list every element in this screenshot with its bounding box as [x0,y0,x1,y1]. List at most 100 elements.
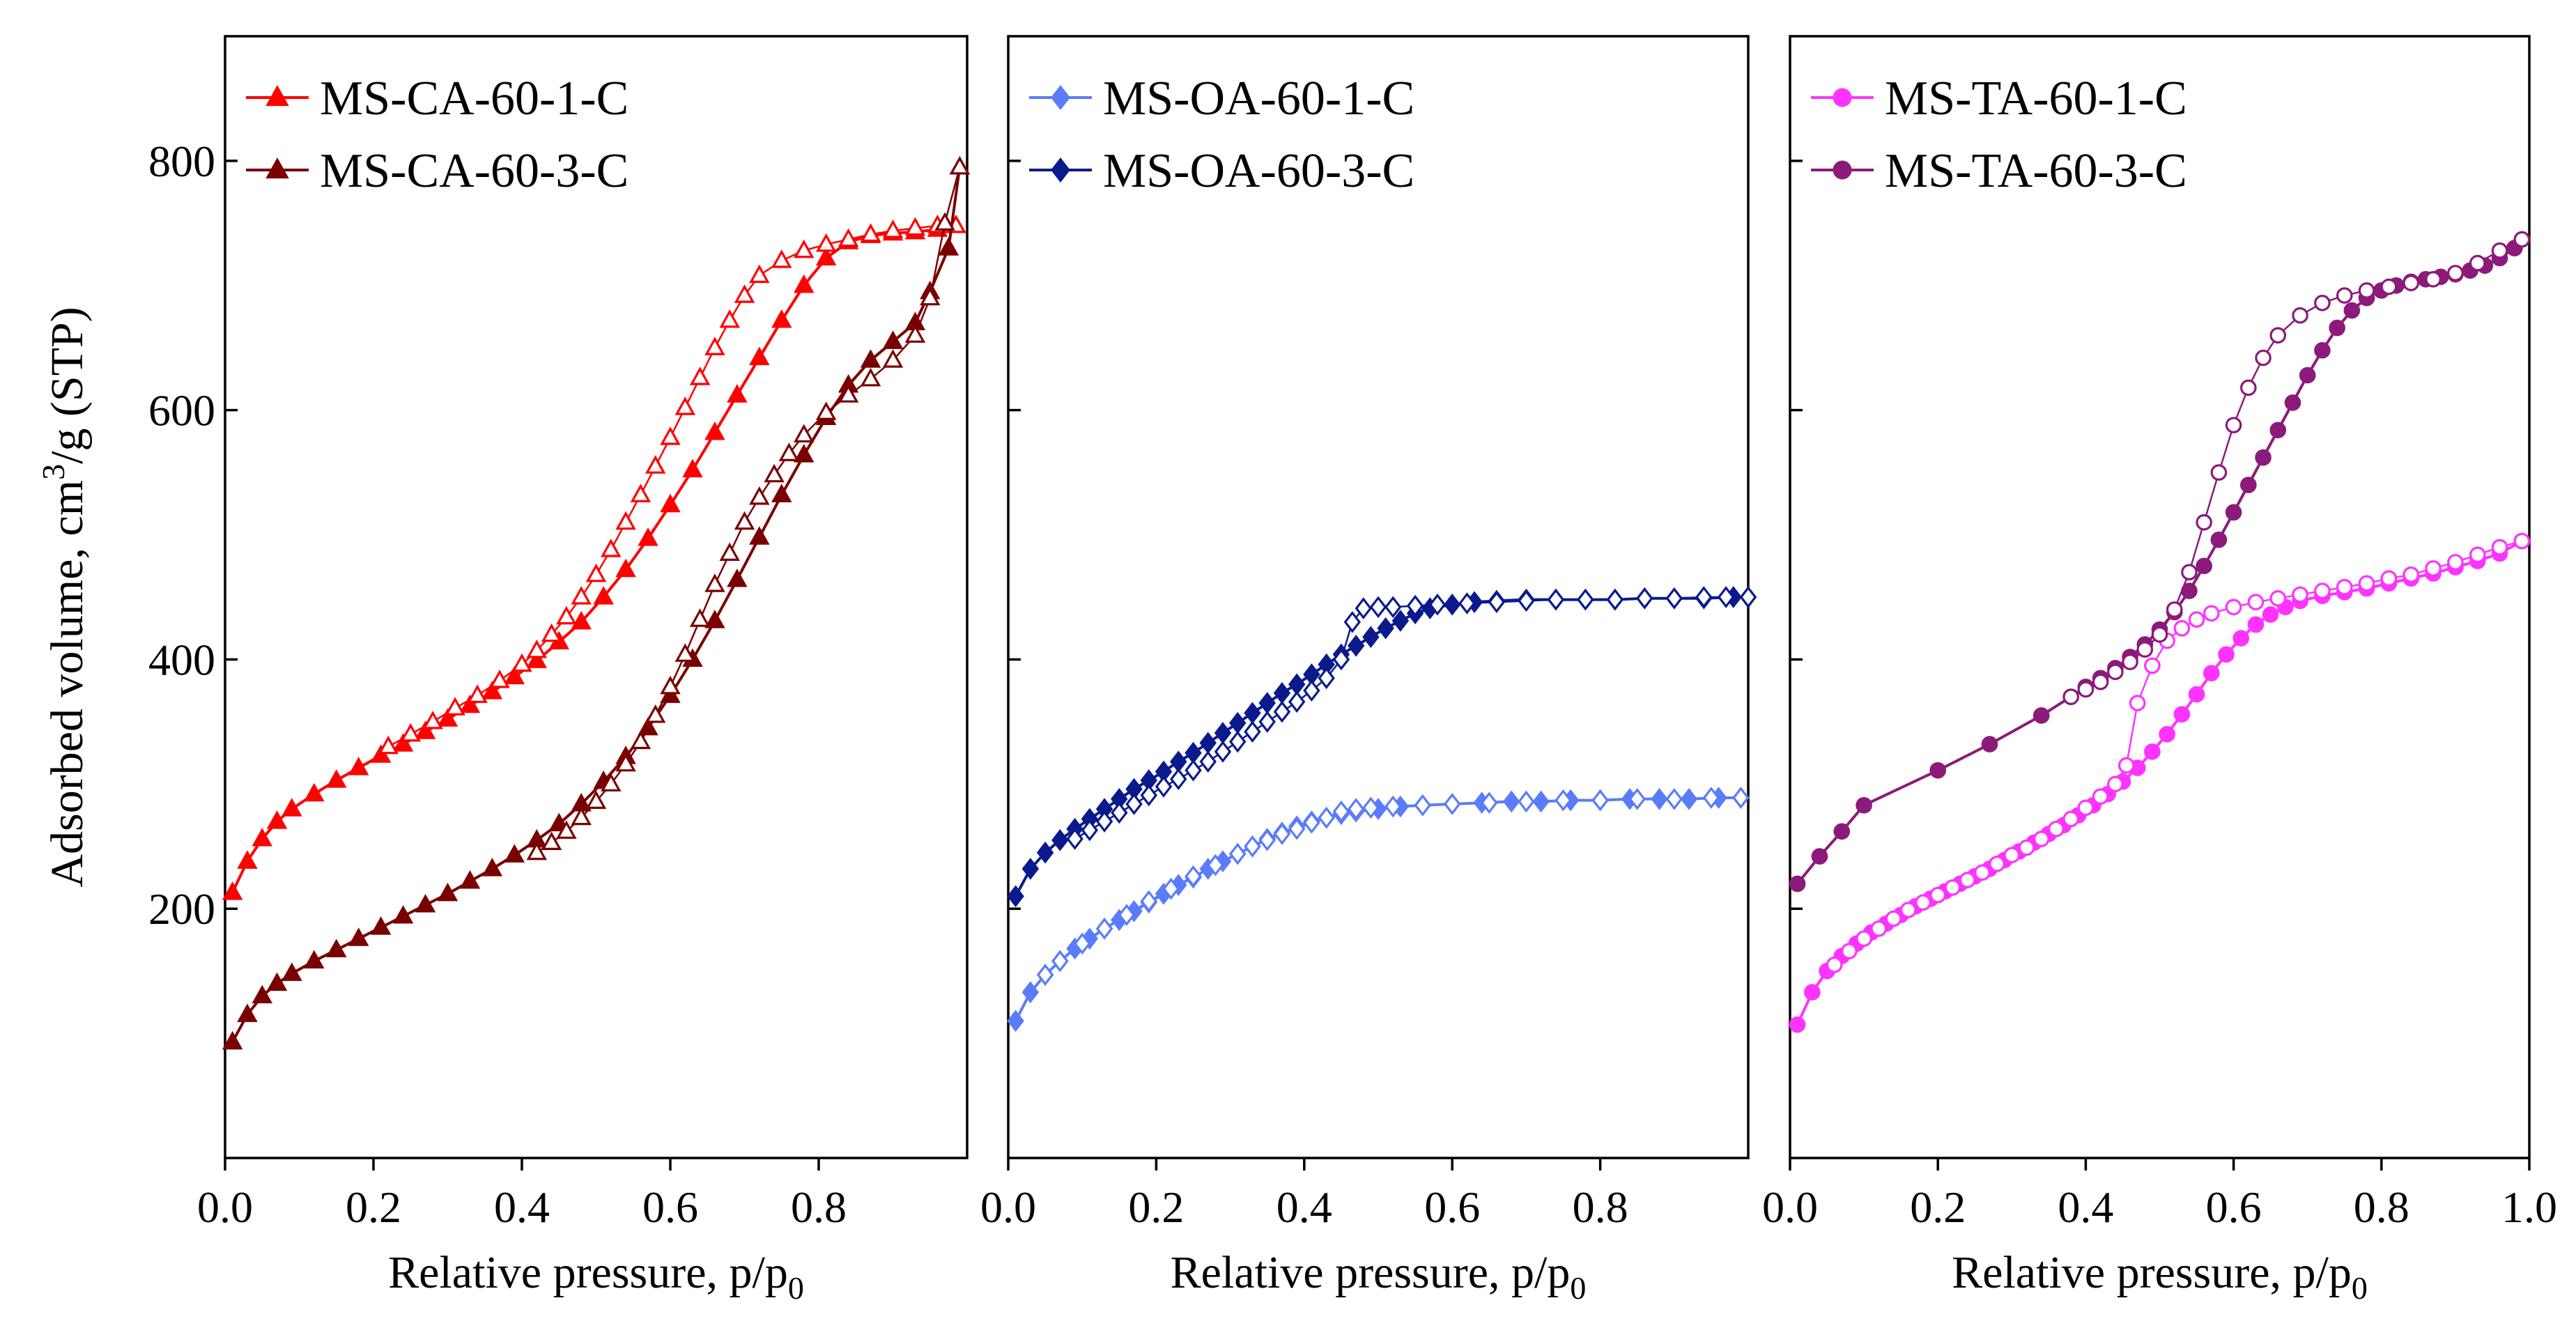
point-ms-ca-60-1-c-adsorption-9 [392,733,414,752]
legend-layer: MS-CA-60-1-C MS-CA-60-3-C MS-OA-60-1-C MS-O… [246,72,2187,198]
point-ms-ta-60-1-c-desorption-39 [1841,943,1858,959]
point-ms-ta-60-1-c-desorption-32 [1944,879,1961,896]
point-ms-ca-60-1-c-adsorption-8 [370,744,392,763]
point-ms-oa-60-3-c-adsorption-16 [1244,702,1261,725]
point-ms-ta-60-1-c-adsorption-26 [2173,706,2191,723]
point-ms-oa-60-1-c-desorption-1 [1702,787,1720,809]
x-tick-label-ta-5: 1.0 [2501,1182,2557,1232]
point-ms-oa-60-1-c-desorption-22 [1185,865,1202,888]
legend-item-ms-oa-60-3-c: MS-OA-60-3-C [1029,144,1414,198]
x-axis-title-oa: Relative pressure, p/p0 [1171,1247,1587,1306]
point-ms-ca-60-3-c-desorption-2 [920,286,941,306]
point-ms-oa-60-3-c-desorption-35 [1066,828,1083,850]
point-ms-ta-60-1-c-desorption-29 [1989,856,2005,872]
point-ms-ca-60-3-c-desorption-19 [630,730,651,750]
line-ms-oa-60-3-c-desorption [1074,596,1748,840]
point-ms-ta-60-1-c-desorption-19 [2129,695,2146,711]
point-ms-ca-60-1-c-adsorption-10 [415,720,436,739]
point-ms-oa-60-3-c-desorption-25 [1214,741,1232,763]
point-ms-oa-60-3-c-desorption-27 [1185,759,1202,782]
point-ms-ta-60-3-c-desorption-11 [2269,327,2287,344]
point-ms-ca-60-3-c-desorption-14 [704,573,725,592]
point-ms-ta-60-3-c-desorption-5 [2403,275,2420,291]
point-ms-ta-60-3-c-adsorption-19 [2240,477,2257,493]
point-ms-oa-60-3-c-desorption-4 [1636,587,1653,610]
point-ms-ca-60-1-c-desorption-25 [511,653,532,672]
point-ms-ta-60-3-c-desorption-2 [2469,254,2486,272]
point-ms-ta-60-3-c-adsorption-6 [2033,707,2050,724]
point-ms-ca-60-1-c-desorption-26 [489,669,510,688]
series-ms-oa-60-3-c [1007,586,1757,908]
point-ms-ca-60-3-c-adsorption-27 [793,444,815,463]
point-ms-ca-60-1-c-desorption-11 [719,309,740,328]
series-layer [222,155,2531,1050]
point-ms-ta-60-1-c-desorption-20 [2118,757,2135,774]
point-ms-ca-60-3-c-adsorption-14 [504,844,525,863]
point-ms-ca-60-3-c-desorption-22 [585,790,607,809]
point-ms-ta-60-1-c-desorption-11 [2269,589,2287,607]
x-tick-label-oa-3: 0.6 [1424,1182,1480,1232]
point-ms-ca-60-1-c-adsorption-7 [348,757,369,775]
point-ms-ca-60-1-c-adsorption-3 [266,810,288,829]
point-ms-ta-60-1-c-desorption-3 [2447,554,2464,571]
point-ms-ca-60-1-c-adsorption-11 [437,708,458,727]
point-ms-ta-60-3-c-desorption-25 [2062,688,2079,705]
point-ms-ta-60-1-c-adsorption-29 [2218,646,2235,663]
point-ms-ta-60-3-c-adsorption-18 [2225,504,2242,521]
point-ms-ca-60-1-c-adsorption-22 [682,458,703,478]
y-axis-title: Adsorbed volume, cm3/g (STP) [36,307,93,887]
point-ms-ca-60-1-c-adsorption-25 [749,346,770,366]
point-ms-ca-60-3-c-adsorption-8 [370,916,392,935]
point-ms-oa-60-3-c-desorption-0 [1739,586,1757,608]
point-ms-oa-60-1-c-desorption-15 [1303,811,1320,834]
x-tick-label-ta-4: 0.8 [2354,1182,2409,1232]
point-ms-ca-60-3-c-adsorption-0 [222,1030,243,1050]
point-ms-oa-60-3-c-adsorption-17 [1258,692,1276,714]
point-ms-ca-60-3-c-desorption-15 [689,608,711,627]
point-ms-ca-60-1-c-adsorption-6 [326,769,347,788]
x-tick-label-oa-2: 0.4 [1277,1182,1332,1232]
point-ms-ta-60-3-c-desorption-17 [2181,564,2198,581]
point-ms-ca-60-3-c-adsorption-13 [481,858,503,877]
point-ms-ca-60-1-c-desorption-12 [704,337,725,355]
point-ms-oa-60-1-c-desorption-8 [1443,793,1461,815]
point-ms-ta-60-1-c-adsorption-0 [1789,1016,1806,1033]
point-ms-oa-60-3-c-desorption-24 [1228,730,1247,753]
point-ms-ta-60-3-c-desorption-8 [2336,287,2353,304]
point-ms-ta-60-3-c-desorption-23 [2092,673,2109,690]
point-ms-ca-60-1-c-adsorption-5 [304,782,325,802]
point-ms-oa-60-3-c-desorption-3 [1665,587,1683,610]
point-ms-oa-60-3-c-desorption-7 [1547,588,1565,611]
point-ms-ca-60-3-c-adsorption-34 [938,237,959,256]
point-ms-ta-60-1-c-desorption-6 [2380,570,2398,587]
point-ms-oa-60-1-c-desorption-29 [1036,964,1054,986]
point-ms-ca-60-1-c-desorption-17 [630,484,651,502]
y-tick-label-400: 400 [148,635,215,684]
point-ms-ta-60-3-c-desorption-14 [2225,417,2242,433]
point-ms-ca-60-1-c-adsorption-18 [593,586,614,605]
point-ms-oa-60-1-c-desorption-13 [1332,800,1350,823]
point-ms-ca-60-3-c-adsorption-31 [882,330,904,349]
point-ms-oa-60-1-c-desorption-19 [1244,835,1261,858]
point-ms-oa-60-1-c-desorption-23 [1162,877,1180,900]
point-ms-oa-60-3-c-desorption-19 [1303,679,1320,702]
legend-item-ms-ca-60-3-c: MS-CA-60-3-C [246,144,628,198]
point-ms-ca-60-1-c-desorption-10 [734,284,755,303]
point-ms-ca-60-3-c-adsorption-6 [326,939,347,957]
point-ms-ta-60-3-c-desorption-0 [2513,231,2531,248]
point-ms-ta-60-1-c-desorption-8 [2336,578,2353,596]
point-ms-ta-60-1-c-adsorption-31 [2247,616,2265,633]
point-ms-ca-60-3-c-desorption-18 [645,704,666,723]
point-ms-oa-60-3-c-desorption-9 [1488,591,1506,613]
point-ms-ca-60-3-c-desorption-1 [934,212,955,231]
legend-label-ms-ca-60-1-c: MS-CA-60-1-C [320,72,628,125]
series-ms-ta-60-1-c [1789,532,2531,1033]
point-ms-ta-60-1-c-adsorption-27 [2188,686,2205,703]
series-ms-oa-60-1-c [1007,787,1750,1033]
point-ms-ta-60-1-c-desorption-33 [1929,886,1946,904]
point-ms-oa-60-1-c-desorption-14 [1318,806,1335,829]
point-ms-ta-60-1-c-adsorption-30 [2232,630,2250,647]
x-tick-label-oa-4: 0.8 [1573,1182,1628,1232]
point-ms-ca-60-1-c-adsorption-12 [459,694,481,713]
